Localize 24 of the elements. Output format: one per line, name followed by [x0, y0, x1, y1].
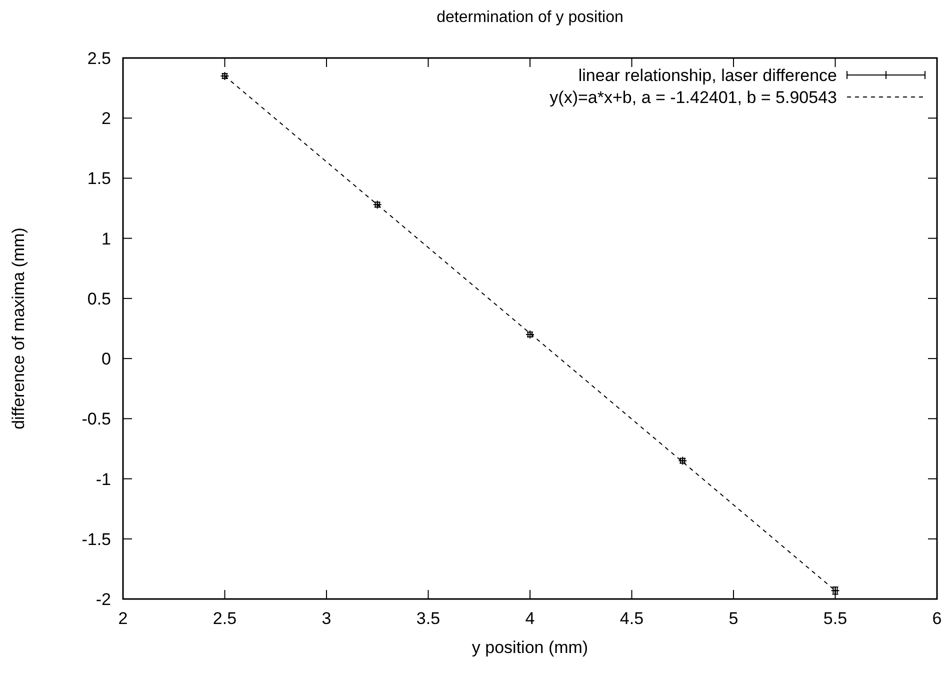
x-tick-label: 2 — [118, 609, 128, 628]
x-tick-label: 5 — [728, 609, 738, 628]
x-tick-label: 4.5 — [620, 609, 644, 628]
y-tick-label: -0.5 — [82, 410, 111, 429]
y-tick-label: -1 — [96, 470, 111, 489]
x-axis-title: y position (mm) — [472, 638, 588, 657]
y-tick-label: 2.5 — [87, 49, 111, 68]
chart-title: determination of y position — [436, 9, 624, 26]
y-tick-label: 2 — [102, 109, 111, 128]
x-tick-label: 3.5 — [416, 609, 440, 628]
y-tick-label: 1.5 — [87, 169, 111, 188]
y-tick-label: 0 — [102, 350, 111, 369]
x-tick-label: 3 — [322, 609, 332, 628]
x-tick-label: 4 — [525, 609, 535, 628]
x-tick-label: 2.5 — [212, 609, 237, 628]
y-tick-label: 0.5 — [87, 289, 111, 308]
x-tick-label: 6 — [932, 609, 942, 628]
y-tick-label: -2 — [96, 590, 111, 609]
x-tick-label: 5.5 — [823, 609, 848, 628]
y-tick-label: -1.5 — [82, 530, 111, 549]
y-axis-title: difference of maxima (mm) — [9, 228, 28, 430]
y-tick-label: 1 — [102, 229, 111, 248]
legend-label: y(x)=a*x+b, a = -1.42401, b = 5.90543 — [550, 88, 837, 107]
legend-label: linear relationship, laser difference — [578, 66, 837, 85]
